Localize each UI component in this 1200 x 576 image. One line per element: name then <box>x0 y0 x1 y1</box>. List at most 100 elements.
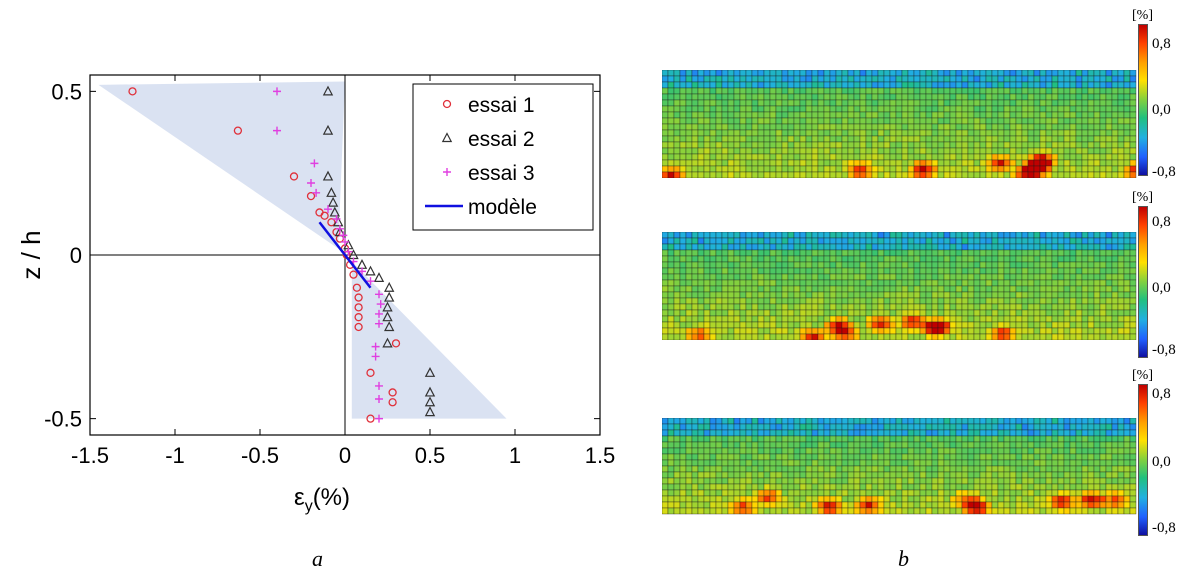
strain-map-cell <box>751 507 759 515</box>
strain-map-cell <box>1105 471 1113 479</box>
strain-map-cell <box>1087 255 1095 263</box>
strain-map-cell <box>1111 237 1119 245</box>
strain-map-cell <box>1033 243 1041 251</box>
strain-map-cell <box>1051 291 1059 299</box>
strain-map-cell <box>703 423 711 431</box>
strain-map-cell <box>781 99 789 107</box>
strain-map-cell <box>751 255 759 263</box>
strain-map-cell <box>847 309 855 317</box>
strain-map-cell <box>703 501 711 509</box>
strain-map-cell <box>805 99 813 107</box>
strain-map-cell <box>1129 423 1137 431</box>
strain-map-cell <box>751 232 759 239</box>
strain-map-cell <box>1009 111 1017 119</box>
strain-map-cell <box>811 255 819 263</box>
strain-map-cell <box>763 273 771 281</box>
strain-map-cell <box>775 75 783 83</box>
strain-map-cell <box>793 279 801 287</box>
strain-map-cell <box>865 129 873 137</box>
strain-map-cell <box>961 429 969 437</box>
strain-map-cell <box>997 507 1005 515</box>
strain-map-cell <box>913 333 921 340</box>
strain-map-cell <box>991 267 999 275</box>
strain-map-cell <box>1111 135 1119 143</box>
strain-map-cell <box>733 261 741 269</box>
strain-map-cell <box>685 297 693 305</box>
strain-map-cell <box>1081 255 1089 263</box>
strain-map-cell <box>1021 135 1029 143</box>
strain-map-cell <box>1063 453 1071 461</box>
strain-map-cell <box>991 147 999 155</box>
strain-map-cell <box>997 477 1005 485</box>
strain-map-cell <box>1081 81 1089 89</box>
strain-map-cell <box>1015 489 1023 497</box>
strain-map-cell <box>1003 447 1011 455</box>
strain-map-cell <box>961 165 969 173</box>
strain-map-cell <box>721 315 729 323</box>
strain-map-cell <box>1045 327 1053 335</box>
strain-map-cell <box>799 255 807 263</box>
strain-map-cell <box>775 273 783 281</box>
strain-map-cell <box>775 105 783 113</box>
strain-map-cell <box>1081 453 1089 461</box>
strain-map-cell <box>787 453 795 461</box>
strain-map-cell <box>907 273 915 281</box>
strain-map-cell <box>1003 459 1011 467</box>
strain-map-cell <box>1099 327 1107 335</box>
strain-map-cell <box>721 303 729 311</box>
strain-map-cell <box>805 243 813 251</box>
strain-map-cell <box>805 279 813 287</box>
strain-map-cell <box>1021 129 1029 137</box>
strain-map-cell <box>865 267 873 275</box>
strain-map-cell <box>1039 489 1047 497</box>
strain-map-cell <box>1111 165 1119 173</box>
strain-map-cell <box>1021 81 1029 89</box>
strain-map-cell <box>1075 309 1083 317</box>
strain-map-cell <box>1039 423 1047 431</box>
strain-map-cell <box>895 141 903 149</box>
strain-map-cell <box>859 249 867 257</box>
strain-map-cell <box>865 309 873 317</box>
strain-map-cell <box>1087 171 1095 178</box>
strain-map-cell <box>943 129 951 137</box>
strain-map-cell <box>829 309 837 317</box>
strain-map-cell <box>1009 99 1017 107</box>
strain-map-cell <box>811 159 819 167</box>
strain-map-cell <box>895 321 903 329</box>
strain-map-cell <box>925 243 933 251</box>
strain-map-cell <box>763 477 771 485</box>
strain-map-cell <box>1009 291 1017 299</box>
strain-map-cell <box>1069 465 1077 473</box>
strain-map-cell <box>673 495 681 503</box>
strain-map-cell <box>1129 418 1137 425</box>
strain-map-cell <box>973 153 981 161</box>
strain-map-cell <box>763 447 771 455</box>
strain-map-cell <box>979 435 987 443</box>
strain-map-cell <box>937 453 945 461</box>
strain-map-cell <box>949 87 957 95</box>
colorbar-1-tick-high: 0,8 <box>1152 36 1171 52</box>
strain-map-cell <box>1075 93 1083 101</box>
strain-map-cell <box>781 303 789 311</box>
strain-map-cell <box>853 489 861 497</box>
strain-map-cell <box>697 117 705 125</box>
strain-map-cell <box>817 321 825 329</box>
strain-map-cell <box>1075 297 1083 305</box>
strain-map-cell <box>973 471 981 479</box>
strain-map-cell <box>667 141 675 149</box>
strain-map-cell <box>1063 285 1071 293</box>
strain-map-cell <box>1075 459 1083 467</box>
strain-map-cell <box>955 327 963 335</box>
strain-map-cell <box>877 327 885 335</box>
strain-map-cell <box>805 171 813 178</box>
strain-map-cell <box>781 315 789 323</box>
strain-map-cell <box>1117 303 1125 311</box>
strain-map-cell <box>775 171 783 178</box>
strain-map-cell <box>769 501 777 509</box>
strain-map-cell <box>859 261 867 269</box>
strain-map-cell <box>997 99 1005 107</box>
strain-map-cell <box>1129 105 1137 113</box>
strain-map-cell <box>1117 327 1125 335</box>
strain-map-cell <box>1075 483 1083 491</box>
strain-map-cell <box>1057 243 1065 251</box>
